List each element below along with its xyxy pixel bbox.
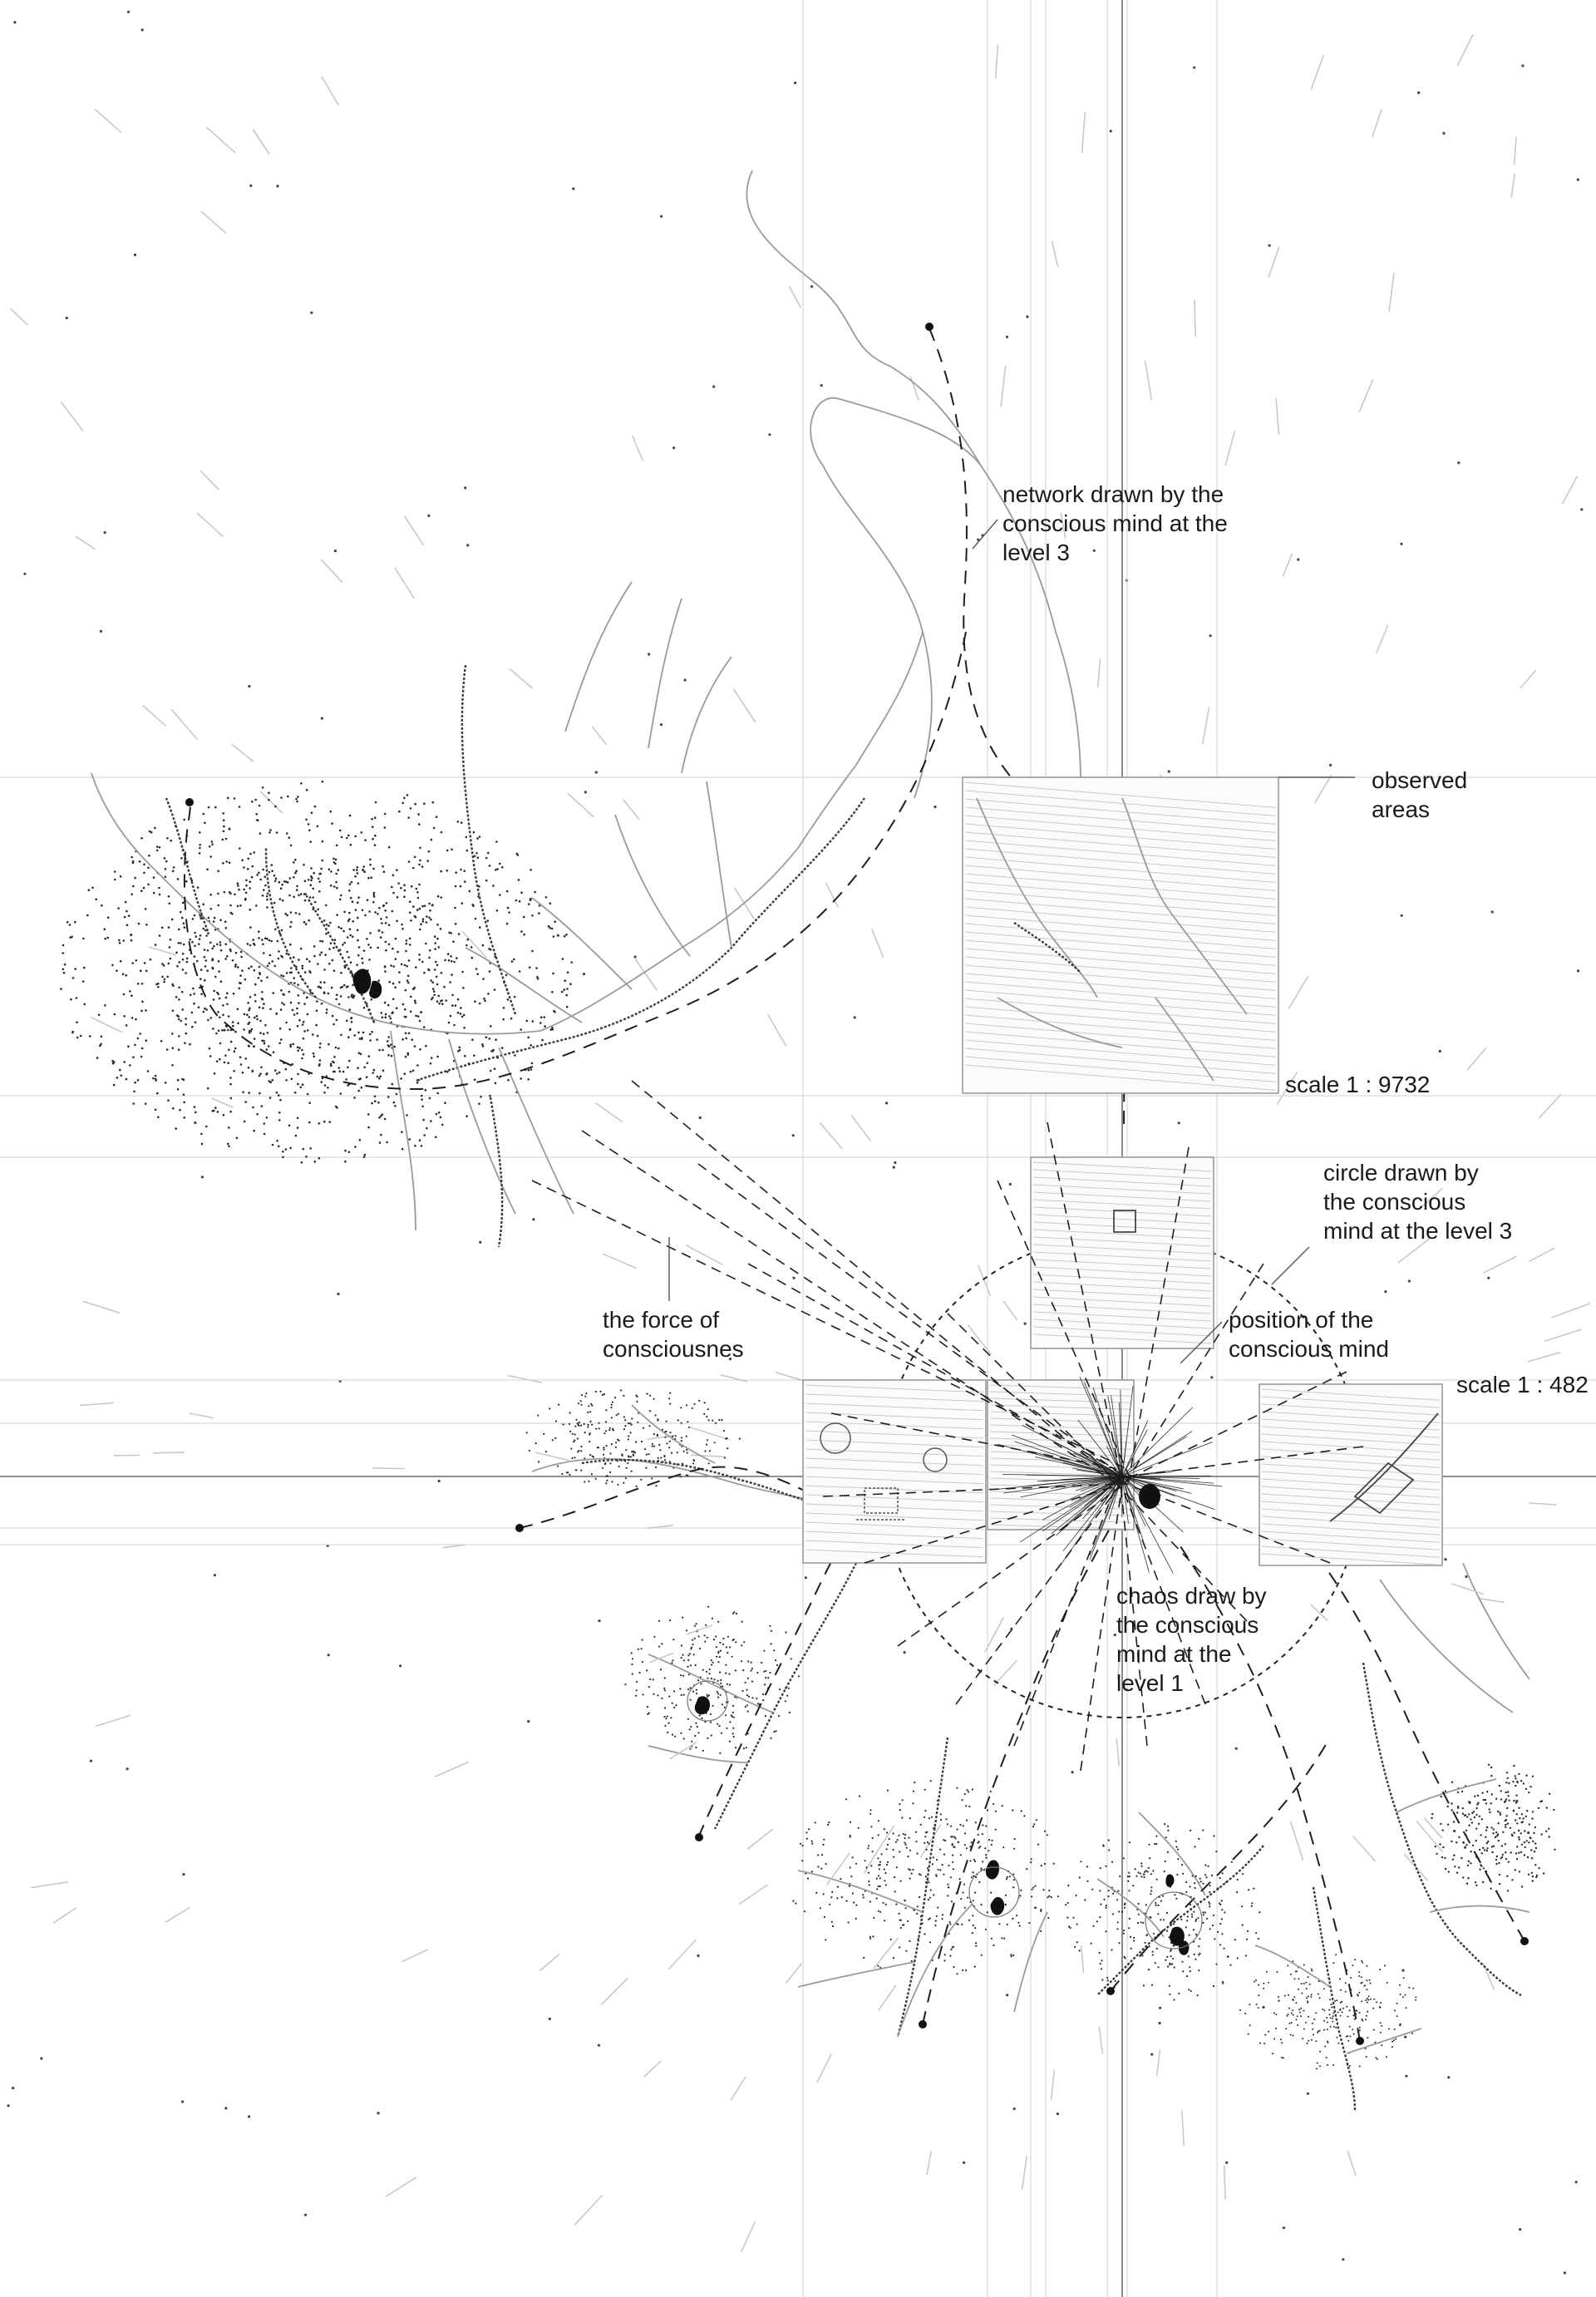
observed-area-large xyxy=(962,776,1279,1094)
label-network-level-3: network drawn by the conscious mind at t… xyxy=(1002,481,1234,565)
chaos-starburst-level-1 xyxy=(995,1377,1223,1574)
label-circle-level-3: circle drawn by the conscious mind at th… xyxy=(1323,1160,1512,1244)
labels: network drawn by the conscious mind at t… xyxy=(603,481,1589,1696)
label-scale-large: scale 1 : 9732 xyxy=(1285,1072,1430,1097)
stippled-territories xyxy=(60,780,1556,2070)
observed-area-large-hatching xyxy=(964,781,1277,1091)
label-position-conscious-mind: position of the conscious mind xyxy=(1229,1307,1389,1362)
label-force-consciousness: the force of consciousnes xyxy=(603,1307,744,1362)
background-dots xyxy=(7,10,1584,2275)
conscious-mind-position xyxy=(1139,1484,1160,1509)
dashed-arrows-to-conscious-mind xyxy=(531,1080,1364,1772)
observed-areas xyxy=(802,776,1443,1566)
mind-blobs xyxy=(352,969,1203,1955)
observed-area-right xyxy=(1259,1383,1443,1566)
observed-area-left xyxy=(802,1379,987,1564)
annotation-leaders xyxy=(668,519,1355,1364)
label-observed-areas: observed areas xyxy=(1372,767,1474,822)
label-chaos-level-1: chaos draw by the conscious mind at the … xyxy=(1116,1583,1273,1696)
label-scale-small: scale 1 : 482 xyxy=(1456,1372,1589,1397)
network-nodes xyxy=(185,323,1529,2045)
background-force-strokes xyxy=(9,33,1579,2253)
